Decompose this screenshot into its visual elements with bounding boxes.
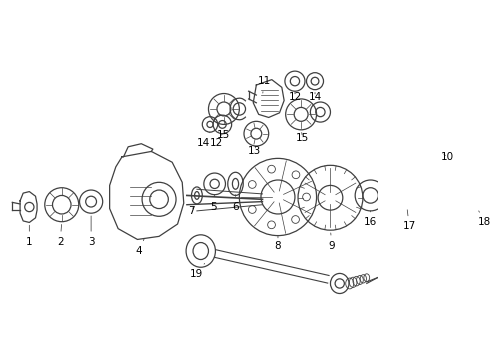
Text: 18: 18 (478, 211, 490, 228)
Text: 7: 7 (188, 206, 195, 216)
Text: 2: 2 (57, 225, 64, 247)
Text: 15: 15 (296, 132, 309, 143)
Text: 4: 4 (136, 239, 144, 256)
Text: 1: 1 (26, 225, 33, 247)
Text: 11: 11 (257, 76, 270, 93)
Text: 14: 14 (197, 132, 211, 148)
Text: 16: 16 (364, 211, 377, 228)
Text: 3: 3 (88, 216, 95, 247)
Text: 17: 17 (403, 210, 416, 231)
Text: 12: 12 (288, 91, 301, 102)
Text: 9: 9 (329, 233, 335, 251)
Text: 8: 8 (275, 235, 281, 251)
Text: 13: 13 (248, 146, 262, 156)
Text: 15: 15 (217, 125, 230, 140)
Text: 6: 6 (232, 195, 239, 212)
Text: 12: 12 (210, 134, 223, 148)
Text: 14: 14 (308, 91, 321, 102)
Text: 5: 5 (210, 195, 217, 212)
Text: 10: 10 (441, 152, 454, 162)
Text: 19: 19 (190, 264, 205, 279)
